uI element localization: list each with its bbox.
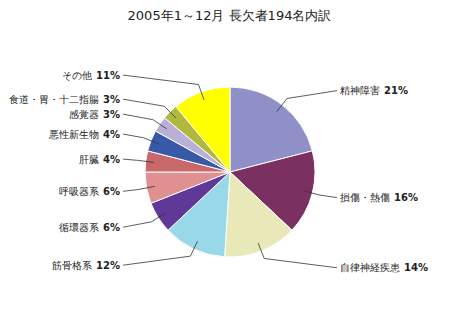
data-label: 4% [103,154,120,165]
slice-label: 肝臓 4% [79,154,120,165]
category-label: 損傷・熱傷 [340,192,390,203]
slice-label: 自律神経疾患 14% [340,262,428,273]
leader-line [123,186,155,191]
slice-label: 食道・胃・十二指腸 3% [9,94,120,105]
title: 2005年1～12月 長欠者194名内訳 [128,8,332,23]
category-label: 悪性新生物 [48,129,99,140]
leader-line [123,241,197,265]
data-label: 3% [103,109,120,120]
category-label: 呼吸器系 [59,186,99,197]
category-label: その他 [62,70,92,81]
slice-label: 呼吸器系 6% [59,186,120,197]
data-label: 21% [384,85,408,96]
data-label: 16% [394,192,418,203]
data-label: 4% [103,129,120,140]
slice-label: 悪性新生物 4% [48,129,120,140]
data-label: 6% [103,222,120,233]
leader-line [277,91,337,112]
data-label: 6% [103,186,120,197]
labels: 精神障害21%損傷・熱傷16%自律神経疾患14%筋骨格系12%循環器系6%呼吸器… [9,70,428,274]
chart: 2005年1～12月 長欠者194名内訳精神障害 21% 損傷・熱傷 16% 自律神経疾… [0,0,459,315]
leader-line [123,213,165,227]
category-label: 肝臓 [79,154,99,165]
category-label: 感覚器 [69,109,99,120]
category-label: 精神障害 [340,85,380,96]
leader-line [123,99,176,118]
leader-line [123,114,167,129]
category-label: 筋骨格系 [52,260,92,271]
slice-label: その他 11% [62,70,120,81]
leader-line [123,134,159,144]
category-label: 食道・胃・十二指腸 [9,94,99,105]
slice [145,172,230,203]
data-label: 12% [96,260,120,271]
category-label: 循環器系 [59,222,99,233]
leader-line [304,191,337,198]
slice-label: 精神障害 21% [340,85,408,96]
category-label: 自律神経疾患 [340,262,400,273]
slice-label: 感覚器 3% [69,109,120,120]
leader-line [123,75,204,100]
slice-label: 循環器系 6% [59,222,120,233]
data-label: 14% [404,262,428,273]
slice-label: 筋骨格系 12% [52,260,120,271]
slice [176,87,230,172]
data-label: 3% [103,94,120,105]
slice-label: 損傷・熱傷 16% [340,192,418,203]
data-label: 11% [96,70,120,81]
leader-line [123,159,154,162]
leader-line [258,243,337,268]
